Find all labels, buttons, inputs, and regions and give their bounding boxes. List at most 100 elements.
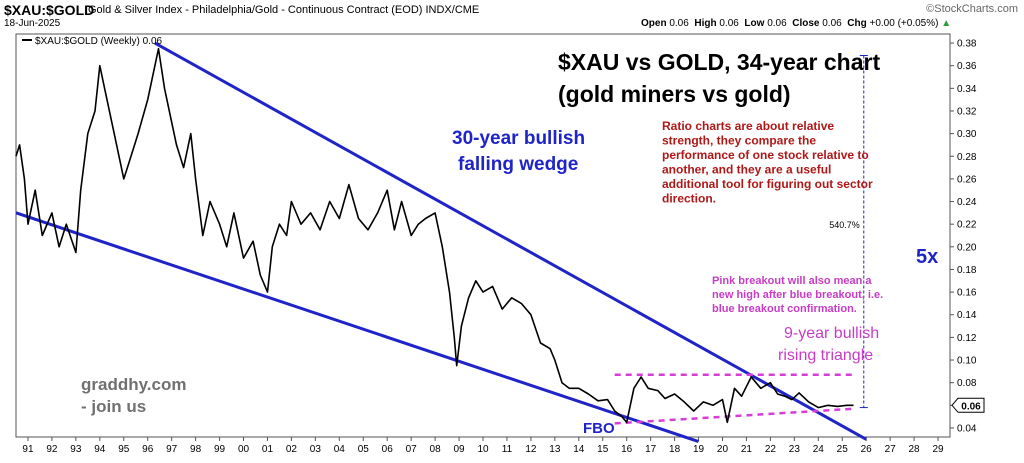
x-tick-label: 21 xyxy=(741,444,753,455)
x-tick-label: 03 xyxy=(310,444,322,455)
x-tick-label: 93 xyxy=(70,444,82,455)
ratio-note-line: Ratio charts are about relative xyxy=(662,119,834,133)
y-tick-label: 0.08 xyxy=(957,378,977,389)
x-tick-label: 07 xyxy=(406,444,418,455)
y-tick-label: 0.32 xyxy=(957,106,977,117)
y-tick-label: 0.04 xyxy=(957,423,977,434)
x-tick-label: 14 xyxy=(573,444,585,455)
pink-note-line: blue breakout confirmation. xyxy=(712,303,857,315)
last-value-label: 0.06 xyxy=(961,401,981,412)
x-tick-label: 05 xyxy=(358,444,370,455)
y-tick-label: 0.18 xyxy=(957,265,977,276)
annotation-subtitle: (gold miners vs gold) xyxy=(558,81,791,107)
legend-label: $XAU:$GOLD (Weekly) 0.06 xyxy=(35,36,163,47)
chart-date: 18-Jun-2025 xyxy=(4,18,61,29)
y-tick-label: 0.22 xyxy=(957,220,977,231)
y-tick-label: 0.26 xyxy=(957,174,977,185)
x-tick-label: 25 xyxy=(837,444,849,455)
open-value: 0.06 xyxy=(669,18,689,29)
x-tick-label: 20 xyxy=(717,444,729,455)
y-tick-label: 0.16 xyxy=(957,288,977,299)
up-arrow-icon: ▲ xyxy=(941,18,952,29)
y-tick-label: 0.38 xyxy=(957,39,977,50)
x-tick-label: 99 xyxy=(214,444,226,455)
x-tick-label: 28 xyxy=(909,444,921,455)
stockcharts-watermark: ©StockCharts.com xyxy=(926,3,1018,15)
high-value: 0.06 xyxy=(719,18,739,29)
wedge-lower-trendline xyxy=(15,211,700,443)
y-tick-label: 0.10 xyxy=(957,356,977,367)
chg-value: +0.00 (+0.05%) xyxy=(869,18,939,29)
close-label: Close xyxy=(792,18,820,29)
x-tick-label: 19 xyxy=(693,444,705,455)
pink-note-line: new high after blue breakout, i.e. xyxy=(712,289,883,301)
y-tick-label: 0.34 xyxy=(957,84,977,95)
y-tick-label: 0.36 xyxy=(957,61,977,72)
fbo-label: FBO xyxy=(583,420,615,437)
x-tick-label: 04 xyxy=(334,444,346,455)
pink-note-line: Pink breakout will also mean a xyxy=(712,275,872,287)
y-tick-label: 0.14 xyxy=(957,310,977,321)
measure-percent: 540.7% xyxy=(829,220,860,230)
triangle-label-line1: 9-year bullish xyxy=(784,325,879,342)
ratio-note-line: direction. xyxy=(662,192,716,206)
x-tick-label: 02 xyxy=(286,444,298,455)
x-tick-label: 15 xyxy=(597,444,609,455)
x-tick-label: 92 xyxy=(46,444,58,455)
x-tick-label: 06 xyxy=(382,444,394,455)
open-label: Open xyxy=(641,18,667,29)
x-tick-label: 22 xyxy=(765,444,777,455)
x-tick-label: 01 xyxy=(262,444,274,455)
x-tick-label: 10 xyxy=(477,444,489,455)
x-tick-label: 11 xyxy=(502,444,513,455)
y-tick-label: 0.30 xyxy=(957,129,977,140)
ohlc-readout: Open 0.06 High 0.06 Low 0.06 Close 0.06 … xyxy=(641,18,951,29)
x-tick-label: 09 xyxy=(453,444,465,455)
x-tick-label: 00 xyxy=(238,444,250,455)
x-tick-label: 91 xyxy=(22,444,34,455)
y-tick-label: 0.24 xyxy=(957,197,977,208)
x-tick-label: 97 xyxy=(166,444,178,455)
measure-multiple: 5x xyxy=(916,246,938,268)
annotation-title: $XAU vs GOLD, 34-year chart xyxy=(558,49,880,75)
triangle-support-line xyxy=(614,407,855,425)
symbol-title: $XAU:$GOLD xyxy=(4,2,95,18)
x-tick-label: 23 xyxy=(789,444,801,455)
x-tick-label: 18 xyxy=(669,444,681,455)
author-line2: - join us xyxy=(81,397,146,416)
x-tick-label: 12 xyxy=(525,444,537,455)
low-label: Low xyxy=(744,18,765,29)
x-tick-label: 98 xyxy=(190,444,202,455)
last-value-tag xyxy=(951,397,985,413)
x-tick-label: 17 xyxy=(645,444,657,455)
close-value: 0.06 xyxy=(822,18,842,29)
ratio-note-line: another, and they are a useful xyxy=(662,163,831,177)
symbol-description: Gold & Silver Index - Philadelphia/Gold … xyxy=(88,4,480,16)
x-tick-label: 96 xyxy=(142,444,154,455)
x-tick-label: 13 xyxy=(549,444,561,455)
x-tick-label: 08 xyxy=(430,444,442,455)
x-tick-label: 94 xyxy=(94,444,106,455)
ratio-note-line: performance of one stock relative to xyxy=(662,148,869,162)
x-tick-label: 24 xyxy=(813,444,825,455)
triangle-label-line2: rising triangle xyxy=(778,347,873,364)
x-tick-label: 26 xyxy=(861,444,873,455)
wedge-label-line1: 30-year bullish xyxy=(452,128,585,149)
ratio-price-line xyxy=(15,47,854,424)
high-label: High xyxy=(694,18,717,29)
x-tick-label: 27 xyxy=(885,444,897,455)
x-tick-label: 16 xyxy=(621,444,633,455)
wedge-label-line2: falling wedge xyxy=(458,154,578,175)
author-line1: graddhy.com xyxy=(81,375,186,394)
x-tick-label: 95 xyxy=(118,444,130,455)
ratio-note-line: additional tool for figuring out sector xyxy=(662,177,873,191)
x-tick-label: 29 xyxy=(932,444,944,455)
y-tick-label: 0.20 xyxy=(957,242,977,253)
low-value: 0.06 xyxy=(767,18,787,29)
y-tick-label: 0.12 xyxy=(957,333,977,344)
ratio-note-line: strength, they compare the xyxy=(662,134,816,148)
chg-label: Chg xyxy=(847,18,867,29)
y-tick-label: 0.28 xyxy=(957,152,977,163)
wedge-upper-trendline xyxy=(154,41,867,441)
